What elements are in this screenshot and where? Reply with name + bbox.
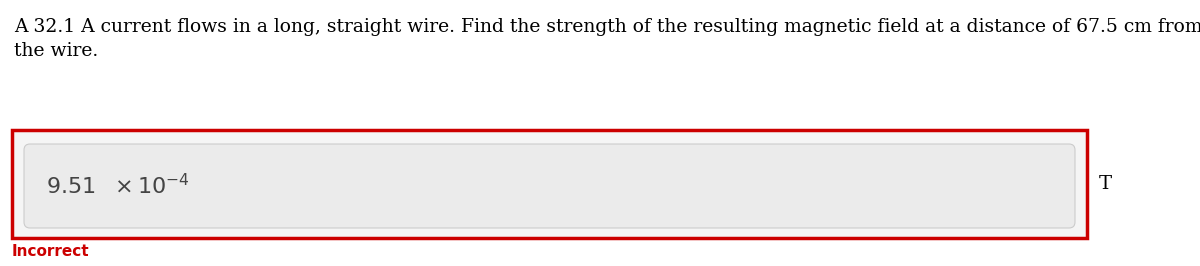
FancyBboxPatch shape [24, 144, 1075, 228]
Text: T: T [1099, 175, 1112, 193]
Text: A 32.1 A current flows in a long, straight wire. Find the strength of the result: A 32.1 A current flows in a long, straig… [14, 18, 1200, 36]
Text: Incorrect: Incorrect [12, 244, 90, 259]
FancyBboxPatch shape [12, 130, 1087, 238]
Text: the wire.: the wire. [14, 42, 98, 60]
Text: $\mathregular{9.51\ \ \times10^{-4}}$: $\mathregular{9.51\ \ \times10^{-4}}$ [46, 173, 190, 199]
